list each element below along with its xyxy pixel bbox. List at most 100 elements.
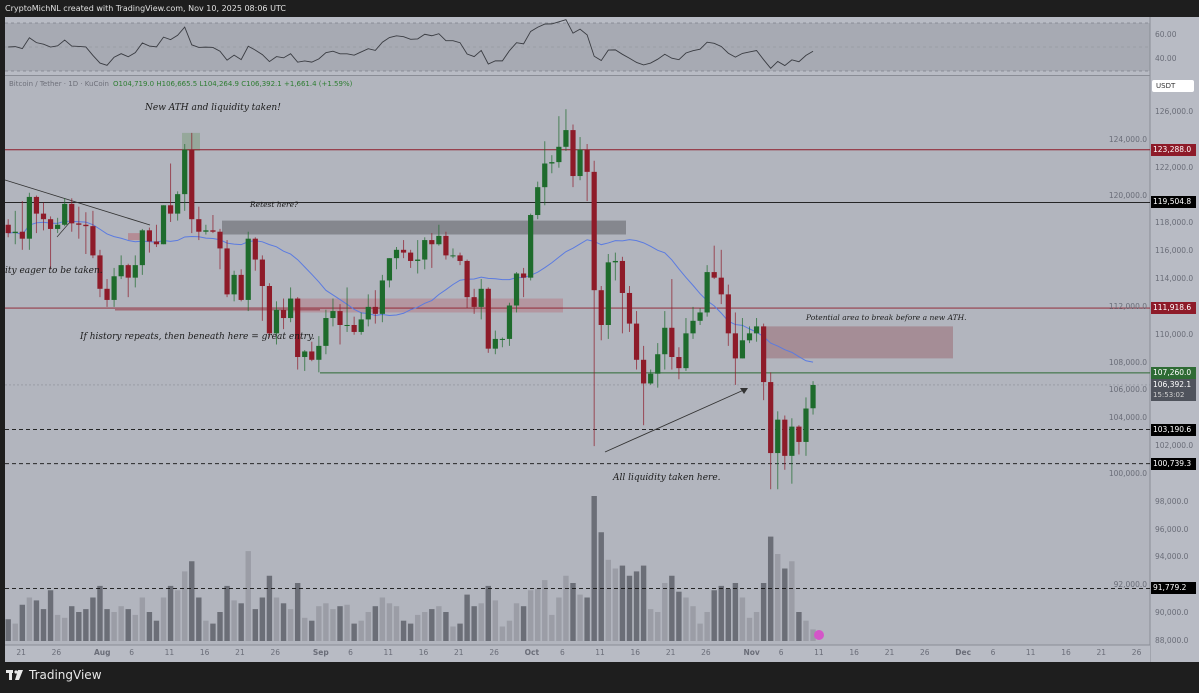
time-tick-label: 6 [778,648,784,657]
candle-body [40,213,47,220]
time-tick-label: 26 [489,648,499,657]
candle-body [386,258,393,281]
candle-body [690,320,696,334]
candle-body [761,326,767,383]
volume-bar [619,565,626,641]
currency-selector[interactable]: USDT [1152,80,1194,92]
candle-body [669,327,675,358]
price-level-tag: 100,739.3 [1151,457,1196,470]
volume-bar [810,629,816,641]
annotation-retest: Retest here? [250,200,299,209]
candle-body [485,288,491,349]
price-tick-label: 114,000.0 [1155,274,1194,284]
candle-body [528,215,534,278]
volume-bar [97,585,103,641]
volume-bar [527,590,534,641]
candle-body [570,130,576,177]
time-tick-label: 21 [454,648,464,657]
volume-bar [725,588,732,641]
time-tick-label: 16 [1061,648,1071,657]
annotation-eager: ity eager to be taken. [5,266,103,276]
candle-body [662,327,668,355]
volume-bar [605,559,611,641]
volume-bar [118,606,124,641]
volume-bar [245,551,251,641]
last-price-value: 106,392.1 [1153,379,1192,389]
candle-body [718,277,724,295]
volume-bar [662,583,668,641]
arrow-head-icon [740,388,748,394]
price-tick-label: 106,000.0 [1108,385,1147,395]
time-tick-label: Nov [743,648,760,657]
price-tick-label: 120,000.0 [1108,190,1147,200]
candle-body [5,224,11,234]
volume-bar [203,620,209,641]
candle-body [478,288,484,307]
candle-body [90,226,96,256]
time-tick-label: 11 [1025,648,1036,657]
volume-bar [365,612,371,641]
volume-bar [61,617,68,641]
volume-bar [775,554,781,641]
candle-body [196,219,202,232]
candle-body [273,309,280,334]
volume-bar [598,532,604,641]
volume-bar [563,575,569,641]
volume-bar [760,583,767,641]
time-tick-label: 6 [990,648,996,657]
bar-countdown: 15:53:02 [1153,390,1185,399]
volume-bar [492,600,499,641]
volume-bar [542,580,548,641]
candle-body [62,203,68,225]
symbol-name: Bitcoin / Tether · 1D · KuCoin [9,80,109,88]
volume-bar [711,590,717,641]
candle-body [641,359,647,384]
candle-body [69,203,75,224]
candle-body [393,249,400,259]
volume-bar [457,623,463,641]
volume-bar [19,604,26,641]
candle-body [182,149,188,195]
time-tick-label: 26 [270,648,281,657]
volume-bar [443,612,449,641]
volume-bar [647,609,654,641]
time-tick-label: 16 [630,648,641,657]
time-tick-label: 26 [920,648,930,657]
rsi-tick-label: 60.00 [1155,30,1177,39]
volume-bar [640,565,647,641]
candle-body [711,272,717,278]
price-level-tag: 119,504.8 [1151,196,1196,209]
candle-body [259,259,265,287]
volume-bar [436,606,442,641]
candle-body [803,408,809,442]
volume-bar [224,585,230,641]
price-tick-label: 90,000.0 [1155,608,1189,618]
volume-bar [344,604,350,641]
volume-bar [796,612,802,641]
volume-bar [584,597,590,641]
lightning-event-icon [814,630,824,640]
time-tick-label: 21 [16,648,26,657]
candle-body [400,249,407,253]
volume-bar [485,585,491,641]
volume-bar [238,603,244,641]
time-tick-label: 16 [199,648,210,657]
volume-bar [160,597,167,641]
time-tick-label: 11 [595,648,605,657]
volume-bar [167,585,174,641]
volume-bar [499,626,506,641]
volume-bar [422,612,428,641]
candle-body [577,149,583,177]
time-tick-label: Aug [93,648,111,657]
candle-body [351,324,357,332]
volume-bar [429,609,435,641]
price-tick-label: 118,000.0 [1155,218,1194,228]
candle-body [97,255,103,289]
volume-bar [146,612,153,641]
volume-bar [26,597,33,641]
candle-body [605,262,611,325]
volume-bar [372,606,379,641]
candle-body [725,294,731,334]
candle-body [746,333,753,341]
